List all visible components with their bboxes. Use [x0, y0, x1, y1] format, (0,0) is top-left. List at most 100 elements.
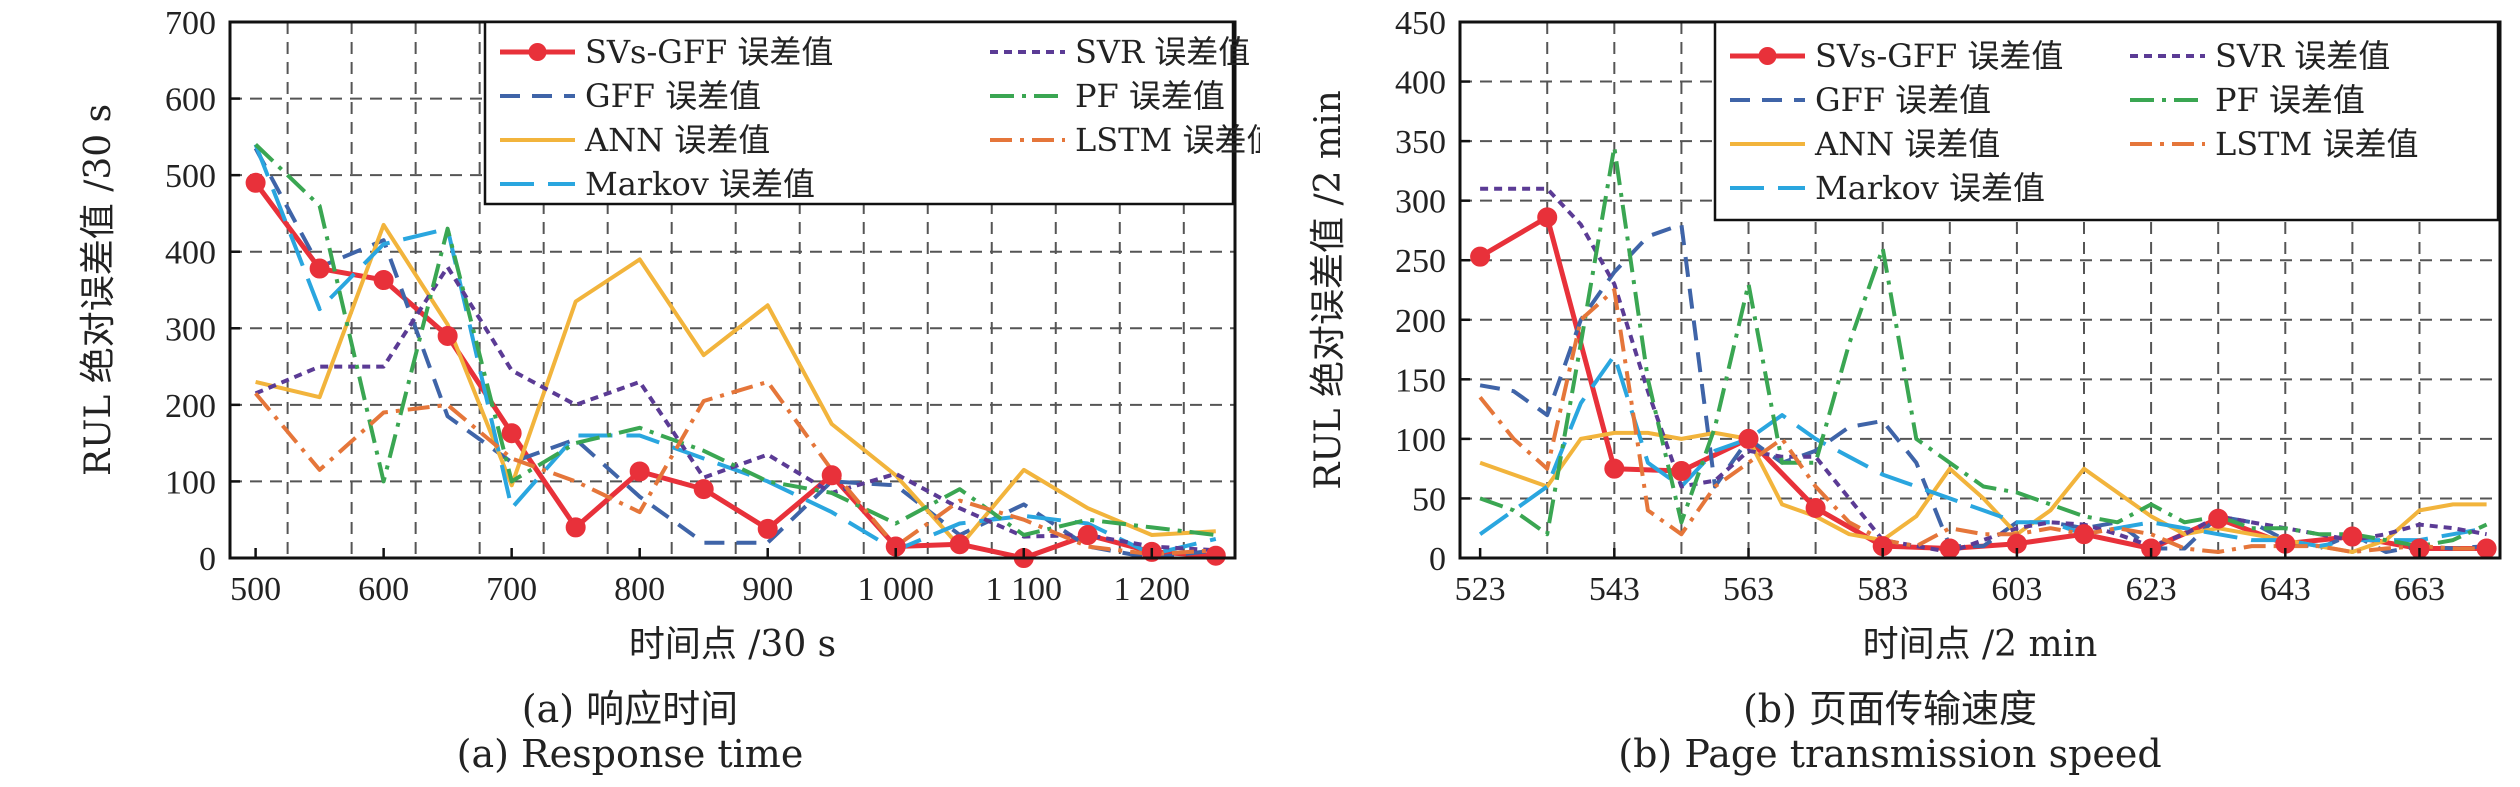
chart-b-point-svs_gff: [2074, 524, 2094, 545]
chart-a-x-tick-label: 500: [230, 571, 281, 608]
chart-b-legend-box: [1713, 20, 2500, 222]
chart-b-point-svs_gff: [1671, 461, 1692, 482]
chart-a-x-tick-label: 1 000: [857, 571, 934, 608]
chart-b-series-ann-line: [1479, 430, 2487, 554]
chart-b-x-tick-label: 583: [1857, 571, 1908, 608]
chart-b-legend-marker-svs_gff: [1758, 47, 1777, 65]
chart-b-x-tick-label: 543: [1589, 571, 1640, 608]
chart-a-series-pf-line: [254, 143, 1217, 537]
chart-a-y-ticks: 0 100 200 300 400 500 600 700: [165, 5, 240, 578]
chart-a-y-tick-label: 0: [199, 541, 216, 578]
chart-b-caption-en: (b) Page transmission speed: [1618, 732, 2162, 776]
chart-a-y-tick-label: 400: [165, 235, 216, 272]
chart-b-point-svs_gff: [1738, 428, 1759, 449]
chart-a-legend-label-svs_gff: SVs-GFF 误差值: [585, 33, 833, 71]
chart-a-legend-label-svr: SVR 误差值: [1075, 33, 1250, 71]
chart-b-point-svs_gff: [2208, 508, 2229, 529]
chart-b-y-tick-label: 150: [1395, 362, 1446, 399]
chart-b-y-tick-label: 250: [1395, 243, 1446, 280]
chart-a-legend-label-ann: ANN 误差值: [584, 121, 770, 159]
chart-a-point-svs_gff: [501, 423, 522, 444]
chart-b-y-tick-label: 200: [1395, 303, 1446, 340]
chart-a-point-svs_gff: [373, 270, 394, 291]
chart-a-y-tick-label: 500: [165, 158, 216, 195]
chart-b-series-markov-line: [1478, 353, 2487, 549]
chart-a-caption-cn: (a) 响应时间: [521, 687, 739, 731]
chart-a-point-svs_gff: [565, 517, 586, 538]
chart-b-series: [1470, 145, 2497, 559]
chart-a-point-svs_gff: [245, 172, 266, 193]
chart-b-x-tick-label: 643: [2260, 571, 2311, 608]
chart-a-point-svs_gff: [757, 518, 778, 539]
chart-a-point-svs_gff: [949, 534, 970, 555]
chart-a-legend-label-lstm: LSTM 误差值: [1075, 121, 1260, 159]
chart-b-y-tick-label: 450: [1395, 5, 1446, 42]
chart-b-x-tick-label: 623: [2126, 571, 2177, 608]
chart-a-point-svs_gff: [821, 465, 842, 486]
chart-a-y-tick-label: 700: [165, 5, 216, 42]
chart-a-legend-marker-svs_gff: [528, 43, 547, 61]
chart-a-legend-box: [483, 20, 1235, 206]
chart-a-point-svs_gff: [437, 325, 458, 346]
chart-a-legend-label-pf: PF 误差值: [1075, 77, 1225, 115]
chart-b-y-tick-label: 400: [1395, 65, 1446, 102]
chart-b-legend-label-pf: PF 误差值: [2215, 81, 2365, 119]
chart-b-x-tick-label: 523: [1455, 571, 1506, 608]
chart-b-series-lstm-line: [1478, 288, 2487, 554]
chart-b-x-tick-label: 603: [1991, 571, 2042, 608]
chart-a-x-tick-label: 800: [614, 571, 665, 608]
chart-b-point-svs_gff: [2342, 526, 2363, 547]
chart-b-legend-label-svs_gff: SVs-GFF 误差值: [1815, 37, 2063, 75]
chart-a-point-svs_gff: [693, 479, 714, 500]
chart-b-series-svr-line: [1480, 186, 2487, 554]
chart-b-y-tick-label: 50: [1412, 481, 1446, 518]
chart-a-legend: SVs-GFF 误差值 GFF 误差值 ANN 误差值 Markov 误差值 SVR 误…: [483, 20, 1260, 206]
chart-b-y-tick-label: 300: [1395, 184, 1446, 221]
chart-a-y-tick-label: 300: [165, 311, 216, 348]
chart-a-y-tick-label: 600: [165, 82, 216, 119]
chart-b-legend-label-lstm: LSTM 误差值: [2215, 125, 2418, 163]
chart-b-x-tick-label: 663: [2394, 571, 2445, 608]
chart-b-point-svs_gff: [1537, 207, 1558, 228]
chart-b-point-svs_gff: [1939, 538, 1960, 559]
chart-a-point-svs_gff: [309, 258, 330, 279]
chart-a-y-axis-label: RUL 绝对误差值 /30 s: [78, 104, 119, 476]
chart-b-y-tick-label: 0: [1429, 541, 1446, 578]
chart-a-caption-en: (a) Response time: [456, 732, 804, 776]
chart-a-x-tick-label: 1 200: [1114, 571, 1191, 608]
chart-b-point-svs_gff: [1805, 497, 1826, 518]
chart-b-series-pf-line: [1479, 145, 2488, 549]
chart-a-svg: 500 600 700 800 900 1 000 1 100 1 200 0 100 200 300…: [78, 5, 1260, 665]
chart-a-point-svs_gff: [1205, 545, 1226, 566]
chart-a-series: [245, 143, 1226, 568]
chart-b-y-tick-label: 100: [1395, 422, 1446, 459]
chart-a-x-ticks: 500 600 700 800 900 1 000 1 100 1 200: [230, 548, 1190, 608]
chart-b-caption-cn: (b) 页面传输速度: [1742, 687, 2038, 731]
chart-b-legend-label-ann: ANN 误差值: [1814, 125, 2000, 163]
chart-b-x-axis-label: 时间点 /2 min: [1863, 624, 2098, 665]
chart-b-y-ticks: 0 50 100 150 200 250 300 350 400 450: [1395, 5, 1470, 578]
chart-b-legend-label-svr: SVR 误差值: [2215, 37, 2390, 75]
chart-a-legend-label-markov: Markov 误差值: [585, 165, 815, 203]
chart-a-y-tick-label: 200: [165, 388, 216, 425]
chart-b-y-axis-label: RUL 绝对误差值 /2 min: [1308, 90, 1349, 490]
chart-a-legend-label-gff: GFF 误差值: [585, 77, 761, 115]
chart-b-legend-label-gff: GFF 误差值: [1815, 81, 1991, 119]
chart-b-svg: 523 543 563 583 603 623 643 663 0 50 100 150 200 250 3…: [1308, 5, 2502, 665]
chart-a-x-tick-label: 600: [358, 571, 409, 608]
chart-a-x-axis-label: 时间点 /30 s: [629, 624, 836, 665]
chart-a-point-svs_gff: [1077, 525, 1098, 546]
chart-a-x-tick-label: 1 100: [986, 571, 1063, 608]
chart-b-x-tick-label: 563: [1723, 571, 1774, 608]
chart-a-series-svr-line: [254, 265, 1216, 553]
chart-a-series-ann-line: [255, 222, 1216, 549]
chart-a-y-tick-label: 100: [165, 464, 216, 501]
chart-b-y-tick-label: 350: [1395, 124, 1446, 161]
chart-a-point-svs_gff: [629, 461, 650, 482]
chart-b-legend: SVs-GFF 误差值 GFF 误差值 ANN 误差值 Markov 误差值 SVR 误…: [1713, 20, 2500, 222]
chart-b-x-ticks: 523 543 563 583 603 623 643 663: [1455, 548, 2445, 608]
chart-a-series-gff-line: [253, 147, 1217, 560]
chart-b-point-svs_gff: [1470, 246, 1491, 267]
chart-a-series-svs_gff-line: [253, 181, 1216, 561]
chart-a-x-tick-label: 900: [742, 571, 793, 608]
